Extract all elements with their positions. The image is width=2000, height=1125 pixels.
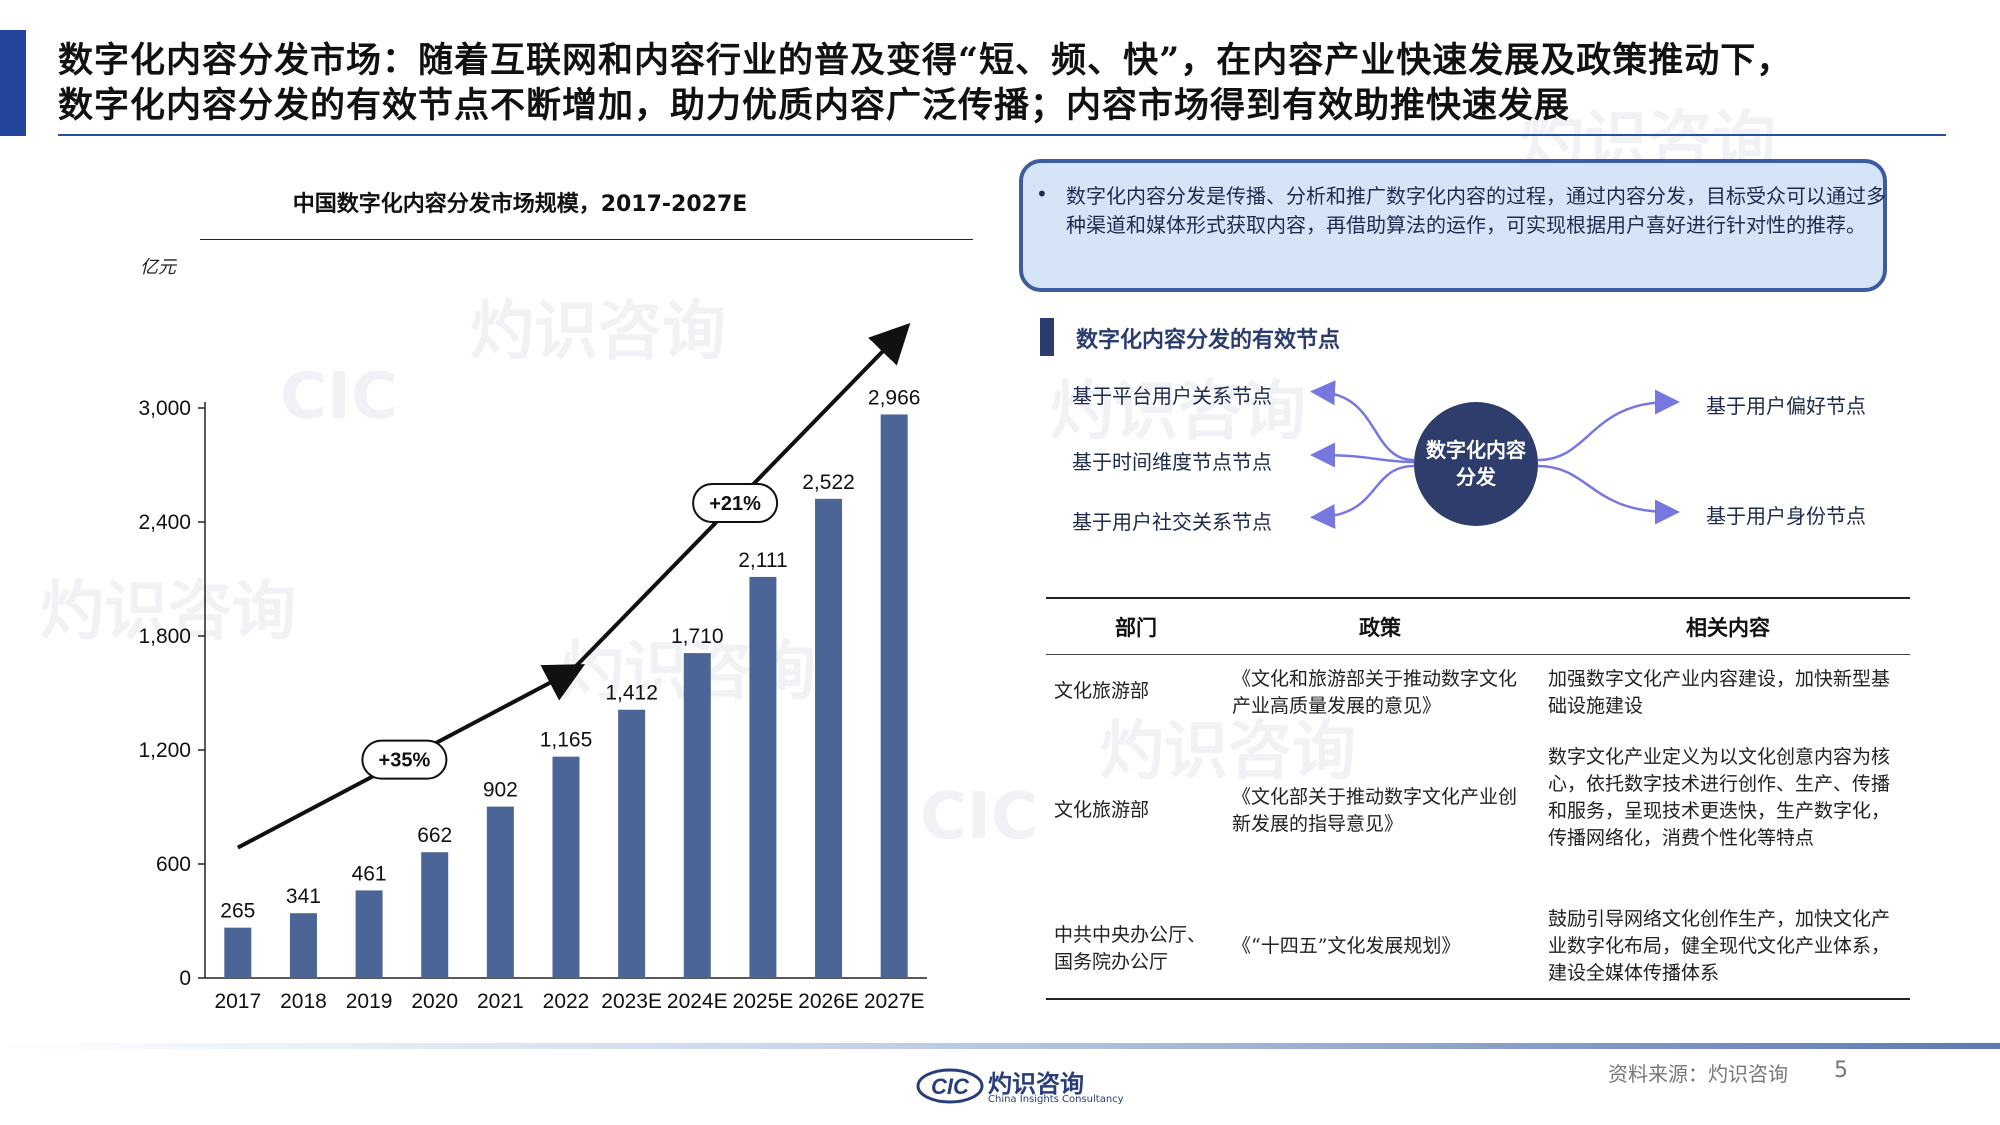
bar-2023E <box>618 709 646 978</box>
node-time-dimension: 基于时间维度节点节点 <box>1072 450 1272 474</box>
data-label-2027E: 2,966 <box>868 386 921 409</box>
bar-2022 <box>552 756 580 978</box>
bar-2018 <box>289 913 317 978</box>
center-label: 数字化内容分发 <box>1426 438 1526 489</box>
table-header-policy: 政策 <box>1359 615 1401 640</box>
table-row-1-policy: 《文化和旅游部关于推动数字文化产业高质量发展的意见》 <box>1232 668 1518 717</box>
x-tick-label-2024E: 2024E <box>667 990 728 1013</box>
chart-y-unit: 亿元 <box>140 257 176 278</box>
definition-callout <box>1019 159 1887 292</box>
table-row-1-dept: 文化旅游部 <box>1054 680 1150 702</box>
logo-cn: 灼识咨询 <box>988 1070 1084 1098</box>
title-line-1: 数字化内容分发市场：随着互联网和内容行业的普及变得“短、频、快”，在内容产业快速… <box>58 40 1793 81</box>
cagr-badge-1 <box>361 739 448 780</box>
table-row-2-policy: 《文化部关于推动数字文化产业创新发展的指导意见》 <box>1232 786 1518 835</box>
page-title: 数字化内容分发市场：随着互联网和内容行业的普及变得“短、频、快”，在内容产业快速… <box>58 38 1958 128</box>
bar-2027E <box>880 414 908 979</box>
arrow-right-2 <box>1537 464 1680 525</box>
node-user-identity: 基于用户身份节点 <box>1706 504 1866 528</box>
arrow-left-3 <box>1310 464 1415 529</box>
table-header-content: 相关内容 <box>1686 615 1770 640</box>
table-bottom-rule <box>1046 998 1910 1000</box>
y-tick-label: 0 <box>179 967 191 990</box>
y-tick-label: 1,200 <box>138 739 191 762</box>
nodes-connector-arrows <box>1310 380 1680 529</box>
data-label-2017: 265 <box>220 900 255 923</box>
source-note: 资料来源：灼识咨询 <box>1608 1062 1788 1086</box>
x-tick-label-2026E: 2026E <box>798 990 859 1013</box>
data-label-2023E: 1,412 <box>605 682 658 705</box>
y-tick-label: 1,800 <box>138 625 191 648</box>
nodes-section-title: 数字化内容分发的有效节点 <box>1076 327 1341 353</box>
bar-2024E <box>683 653 711 978</box>
table-row-3-content: 鼓励引导网络文化创作生产，加快文化产业数字化布局，健全现代文化产业体系，建设全媒… <box>1548 908 1891 984</box>
chart-title: 中国数字化内容分发市场规模，2017-2027E <box>292 192 748 217</box>
callout-bullet: • <box>1036 182 1048 206</box>
x-tick-label-2025E: 2025E <box>733 990 794 1013</box>
title-line-2: 数字化内容分发的有效节点不断增加，助力优质内容广泛传播；内容市场得到有效助推快速… <box>58 85 1571 126</box>
y-tick-label: 2,400 <box>138 511 191 534</box>
title-accent-bar <box>0 30 26 136</box>
table-top-rule <box>1046 597 1910 599</box>
bar-2019 <box>355 890 383 978</box>
callout-text: 数字化内容分发是传播、分析和推广数字化内容的过程，通过内容分发，目标受众可以通过… <box>1066 184 1886 237</box>
bar-2026E <box>815 498 843 978</box>
title-divider <box>58 134 1946 136</box>
x-tick-label-2018: 2018 <box>280 990 327 1013</box>
cagr-badge-2 <box>692 483 779 524</box>
page-number: 5 <box>1834 1058 1848 1083</box>
data-label-2021: 902 <box>483 779 518 802</box>
table-row-1-content: 加强数字文化产业内容建设，加快新型基础设施建设 <box>1548 668 1891 717</box>
cagr-label-1: +35% <box>379 750 431 772</box>
data-label-2019: 461 <box>352 862 387 885</box>
arrow-left-2 <box>1310 442 1415 468</box>
arrow-left-1 <box>1310 380 1415 462</box>
y-tick-label: 3,000 <box>138 397 191 420</box>
x-tick-label-2020: 2020 <box>411 990 458 1013</box>
table-header-rule <box>1046 654 1910 655</box>
node-platform-relation: 基于平台用户关系节点 <box>1072 384 1272 408</box>
bar-chart: 0 600 1,200 1,800 2,400 3,000 265 2017 341 2018 46… <box>138 323 927 1013</box>
nodes-center-circle: 数字化内容分发 <box>1414 402 1538 526</box>
x-tick-label-2027E: 2027E <box>864 990 925 1013</box>
data-label-2020: 662 <box>417 824 452 847</box>
table-header-dept: 部门 <box>1115 615 1157 640</box>
table-row-2-content: 数字文化产业定义为以文化创意内容为核心，依托数字技术进行创作、生产、传播和服务，… <box>1548 746 1891 849</box>
logo-mark-text: CIC <box>931 1074 970 1099</box>
bar-2021 <box>486 806 514 978</box>
x-tick-label-2023E: 2023E <box>601 990 662 1013</box>
data-label-2026E: 2,522 <box>802 471 855 494</box>
data-label-2025E: 2,111 <box>738 549 787 572</box>
data-label-2024E: 1,710 <box>671 625 724 648</box>
chart-title-divider <box>200 239 973 240</box>
x-tick-label-2021: 2021 <box>477 990 524 1013</box>
data-label-2022: 1,165 <box>540 729 593 752</box>
x-tick-label-2017: 2017 <box>214 990 261 1013</box>
table-row-3-policy: 《“十四五”文化发展规划》 <box>1232 935 1461 957</box>
data-label-2018: 341 <box>286 885 321 908</box>
table-row-2-dept: 文化旅游部 <box>1054 799 1150 821</box>
cic-logo-mark: CIC <box>916 1068 984 1104</box>
table-row-3-dept: 中共中央办公厅、国务院办公厅 <box>1054 924 1207 973</box>
cagr-label-2: +21% <box>709 493 761 515</box>
x-tick-label-2022: 2022 <box>543 990 590 1013</box>
node-user-preference: 基于用户偏好节点 <box>1706 394 1866 418</box>
bar-2017 <box>224 927 252 978</box>
section-marker <box>1040 318 1054 356</box>
x-tick-label-2019: 2019 <box>346 990 393 1013</box>
arrow-right-1 <box>1537 389 1680 462</box>
node-social-relation: 基于用户社交关系节点 <box>1072 510 1272 534</box>
y-tick-label: 600 <box>156 853 191 876</box>
footer-divider <box>0 1043 2000 1049</box>
bar-2025E <box>749 576 777 978</box>
bar-2020 <box>421 852 449 978</box>
logo-en: China Insights Consultancy <box>988 1094 1124 1105</box>
